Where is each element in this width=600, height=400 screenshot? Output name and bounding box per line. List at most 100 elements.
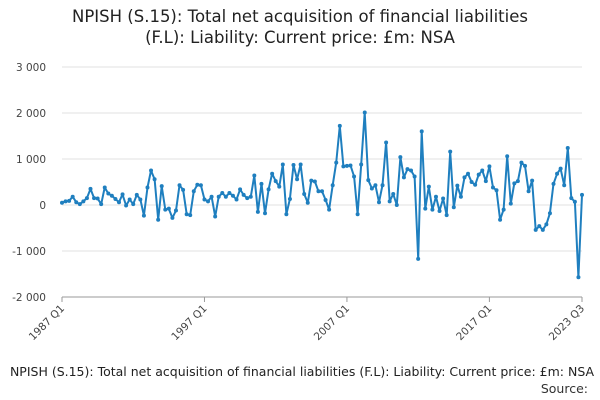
data-point [490, 185, 495, 190]
data-point [287, 197, 292, 202]
data-point [227, 191, 232, 196]
data-point [430, 207, 435, 212]
data-point [419, 129, 424, 134]
data-point [409, 168, 414, 173]
data-point [312, 179, 317, 184]
data-point [291, 162, 296, 167]
series-label: NPISH (S.15): Total net acquisition of f… [9, 364, 595, 379]
data-point [273, 179, 278, 184]
data-point [220, 191, 225, 196]
data-point [156, 217, 161, 222]
data-point [191, 189, 196, 194]
data-point [284, 212, 289, 217]
data-point [369, 186, 374, 191]
data-point [530, 178, 535, 183]
data-point [195, 182, 200, 187]
data-point [537, 224, 542, 229]
data-point [376, 200, 381, 205]
data-point [198, 183, 203, 188]
data-point [248, 194, 253, 199]
data-point [466, 171, 471, 176]
data-point [166, 206, 171, 211]
data-point [580, 192, 584, 197]
data-point [138, 197, 143, 202]
y-tick-label: 2 000 [16, 108, 46, 120]
data-point [134, 192, 139, 197]
data-point [487, 164, 492, 169]
series-line [61, 111, 583, 279]
data-point [63, 199, 68, 204]
data-point [320, 189, 324, 194]
data-point [149, 168, 154, 173]
data-point [184, 212, 189, 217]
data-point [401, 175, 406, 180]
data-point [569, 196, 574, 201]
data-point [127, 197, 132, 202]
data-point [241, 192, 246, 197]
data-point [109, 193, 114, 198]
data-point [177, 183, 182, 188]
data-point [384, 140, 389, 145]
data-point [551, 181, 556, 186]
data-point [67, 198, 72, 203]
data-point [505, 154, 510, 159]
data-point [202, 197, 207, 202]
x-tick-label: 1997 Q1 [169, 303, 209, 343]
x-tick-label: 1987 Q1 [27, 303, 67, 343]
data-point [316, 189, 321, 194]
series-group [60, 110, 584, 280]
data-point [515, 179, 520, 184]
data-point [362, 110, 367, 115]
data-point [92, 196, 97, 201]
data-point [366, 178, 371, 183]
data-point [469, 180, 474, 184]
data-point [337, 123, 342, 128]
data-point [519, 160, 524, 165]
data-point [252, 173, 257, 178]
data-point [334, 160, 339, 165]
data-point [562, 183, 567, 188]
data-point [323, 197, 328, 202]
y-tick-label: -2 000 [12, 292, 46, 304]
data-point [181, 187, 186, 192]
data-point [141, 213, 146, 218]
y-tick-label: 0 [39, 200, 46, 212]
x-tick-label: 2023 Q3 [547, 303, 587, 343]
data-point [458, 194, 463, 199]
data-point [480, 168, 485, 173]
data-point [451, 205, 456, 210]
data-point [102, 185, 107, 190]
data-point [113, 197, 118, 202]
data-point [501, 207, 506, 212]
data-point [352, 174, 357, 179]
data-point [131, 202, 136, 207]
data-point [302, 191, 307, 196]
data-point [60, 200, 64, 205]
data-point [394, 203, 399, 207]
chart-title: NPISH (S.15): Total net acquisition of f… [0, 6, 600, 48]
data-point [238, 187, 243, 192]
data-point [259, 181, 264, 186]
y-tick-label: -1 000 [12, 246, 46, 258]
y-tick-label: 3 000 [16, 62, 46, 74]
data-point [555, 171, 560, 176]
x-tick-label: 2017 Q1 [454, 303, 494, 343]
data-point [344, 163, 349, 168]
data-point [433, 194, 438, 199]
data-point [88, 186, 93, 191]
data-point [145, 185, 150, 190]
data-point [163, 207, 168, 212]
data-point [270, 171, 275, 176]
data-point [512, 181, 517, 186]
source-label: Source: [540, 381, 588, 396]
data-point [263, 211, 268, 216]
data-point [473, 182, 478, 187]
data-point [355, 212, 360, 217]
data-point [359, 162, 364, 167]
data-point [173, 208, 178, 213]
data-point [120, 192, 125, 197]
data-point [159, 184, 164, 189]
data-point [277, 184, 282, 189]
data-point [476, 172, 481, 177]
